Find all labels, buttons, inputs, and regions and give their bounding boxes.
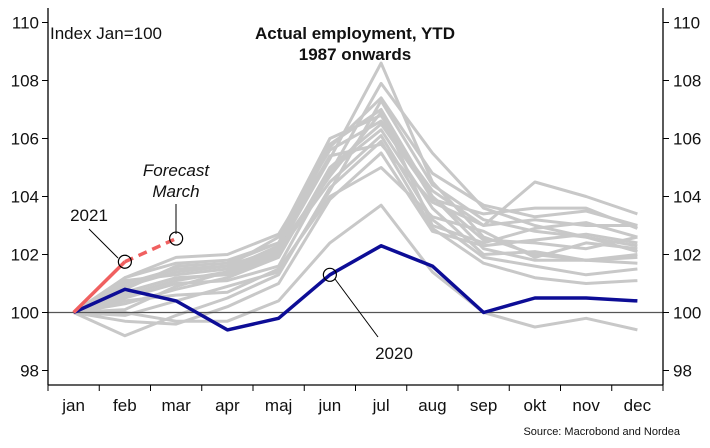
x-tick-label-aug: aug bbox=[418, 396, 446, 415]
annotation-markers-group bbox=[117, 231, 337, 282]
chart-subtitle: 1987 onwards bbox=[299, 45, 411, 64]
main-series-group bbox=[48, 236, 663, 332]
chart-title: Actual employment, YTD bbox=[255, 24, 455, 43]
marker-2021-feb bbox=[117, 254, 132, 269]
line-2021-actual bbox=[72, 260, 127, 314]
y-tick-label-right: 104 bbox=[673, 188, 701, 207]
y-tick-label-left: 100 bbox=[11, 304, 39, 323]
history-line-9 bbox=[73, 134, 638, 314]
history-series-group bbox=[72, 61, 638, 338]
y-tick-label-left: 102 bbox=[11, 246, 39, 265]
y-tick-label-left: 106 bbox=[11, 130, 39, 149]
history-line-16 bbox=[73, 110, 638, 314]
line-2020 bbox=[72, 244, 638, 332]
y-tick-label-left: 110 bbox=[12, 14, 39, 33]
y-tick-label-right: 106 bbox=[673, 130, 701, 149]
x-tick-label-jun: jun bbox=[318, 396, 342, 415]
history-line-14 bbox=[73, 203, 638, 332]
annotation-leader-2021 bbox=[88, 228, 119, 259]
marker-2021-forecast-mar bbox=[169, 231, 184, 246]
label-2021: 2021 bbox=[70, 206, 108, 225]
source-note: Source: Macrobond and Nordea bbox=[523, 426, 680, 438]
x-tick-label-apr: apr bbox=[215, 396, 240, 415]
x-tick-label-feb: feb bbox=[113, 396, 137, 415]
history-line-12 bbox=[73, 151, 638, 326]
x-tick-label-nov: nov bbox=[572, 396, 600, 415]
line-2021-forecast bbox=[124, 236, 177, 264]
y-tick-label-right: 100 bbox=[673, 304, 701, 323]
history-line-6 bbox=[72, 119, 638, 314]
y-tick-label-right: 102 bbox=[673, 246, 701, 265]
y-tick-label-right: 108 bbox=[673, 72, 701, 91]
history-line-13 bbox=[73, 166, 638, 314]
annotation-leader-2020 bbox=[334, 278, 379, 338]
forecast-label-line2: March bbox=[152, 182, 199, 201]
x-tick-label-maj: maj bbox=[265, 396, 292, 415]
index-label: Index Jan=100 bbox=[50, 24, 162, 43]
y-tick-label-right: 98 bbox=[673, 362, 692, 381]
tick-labels-group: 98 98 100 100 102 102 104 104 106 106 108 108 110 110… bbox=[11, 14, 702, 416]
axes-group bbox=[42, 8, 669, 391]
x-tick-label-dec: dec bbox=[624, 396, 652, 415]
label-2020: 2020 bbox=[375, 344, 413, 363]
history-line-15 bbox=[72, 96, 638, 314]
x-tick-label-sep: sep bbox=[470, 396, 497, 415]
x-tick-label-jul: jul bbox=[372, 396, 390, 415]
history-line-11 bbox=[72, 142, 638, 314]
y-tick-label-left: 98 bbox=[20, 362, 39, 381]
marker-2020-jun bbox=[322, 267, 337, 282]
y-tick-label-left: 104 bbox=[11, 188, 39, 207]
x-tick-label-jan: jan bbox=[61, 396, 85, 415]
y-tick-label-right: 110 bbox=[673, 14, 700, 33]
forecast-label-line1: Forecast bbox=[143, 161, 210, 180]
x-tick-label-mar: mar bbox=[161, 396, 191, 415]
x-tick-label-okt: okt bbox=[524, 396, 547, 415]
y-tick-label-left: 108 bbox=[11, 72, 39, 91]
